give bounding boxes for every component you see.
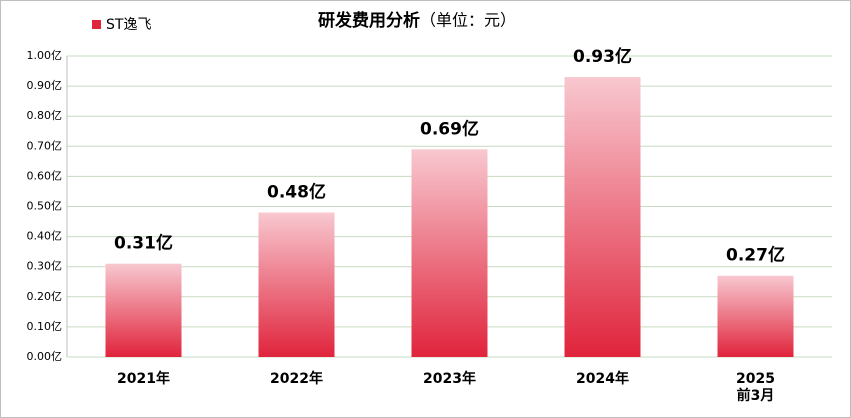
chart-subtitle: （单位：元） xyxy=(420,11,516,30)
y-tick-label: 0.10亿 xyxy=(27,320,63,333)
y-tick-label: 0.60亿 xyxy=(27,169,63,182)
y-tick-label: 0.70亿 xyxy=(27,139,63,152)
x-tick-label: 2023年 xyxy=(423,370,476,387)
y-tick-label: 1.00亿 xyxy=(27,49,63,62)
x-tick-label: 2022年 xyxy=(270,370,323,387)
x-tick-label: 2025 前3月 xyxy=(736,371,775,404)
value-label: 0.69亿 xyxy=(420,118,479,139)
y-tick-label: 0.30亿 xyxy=(27,260,63,273)
x-tick-label: 2021年 xyxy=(117,370,170,387)
value-label: 0.27亿 xyxy=(726,245,785,266)
y-tick-label: 0.40亿 xyxy=(27,230,63,243)
value-label: 0.31亿 xyxy=(114,233,173,254)
bar xyxy=(717,275,794,357)
bar xyxy=(105,263,182,357)
y-tick-label: 0.80亿 xyxy=(27,109,63,122)
legend-label: ST逸飞 xyxy=(106,17,151,33)
x-tick-label: 2024年 xyxy=(576,370,629,387)
value-label: 0.48亿 xyxy=(267,182,326,203)
chart-title: 研发费用分析 xyxy=(318,10,420,31)
bar xyxy=(258,212,335,357)
y-tick-label: 0.50亿 xyxy=(27,200,63,213)
bar xyxy=(564,77,641,357)
y-tick-label: 0.00亿 xyxy=(27,350,63,363)
legend-swatch xyxy=(92,20,101,29)
y-tick-label: 0.20亿 xyxy=(27,290,63,303)
value-label: 0.93亿 xyxy=(573,46,632,67)
bar xyxy=(411,149,488,357)
y-tick-label: 0.90亿 xyxy=(27,79,63,92)
